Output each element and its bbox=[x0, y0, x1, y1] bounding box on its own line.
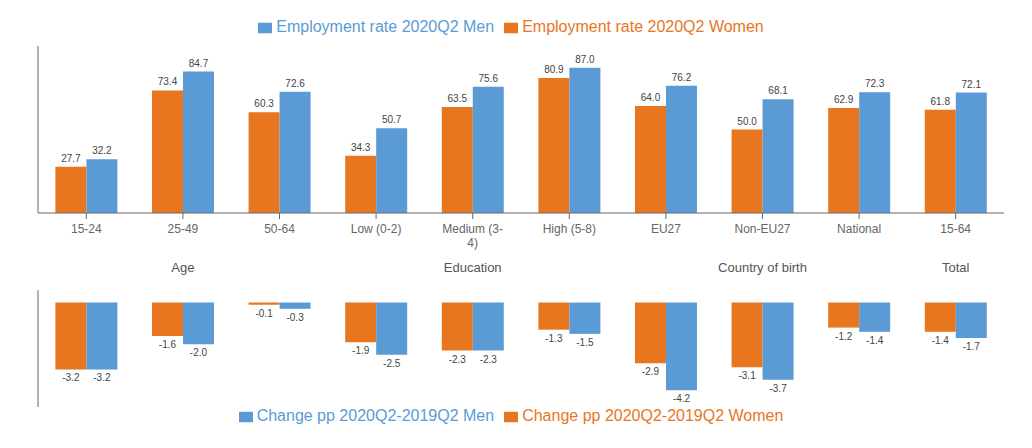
svg-text:27.7: 27.7 bbox=[61, 153, 81, 164]
svg-text:Low (0-2): Low (0-2) bbox=[351, 222, 402, 236]
svg-text:15-24: 15-24 bbox=[71, 222, 102, 236]
svg-text:34.3: 34.3 bbox=[351, 142, 371, 153]
svg-text:-4.2: -4.2 bbox=[673, 393, 691, 404]
svg-text:-1.4: -1.4 bbox=[866, 335, 884, 346]
svg-text:80.9: 80.9 bbox=[544, 64, 564, 75]
svg-text:15-64: 15-64 bbox=[940, 222, 971, 236]
svg-text:-1.7: -1.7 bbox=[963, 341, 981, 352]
svg-text:Non-EU27: Non-EU27 bbox=[734, 222, 790, 236]
svg-text:63.5: 63.5 bbox=[448, 93, 468, 104]
svg-text:72.1: 72.1 bbox=[962, 79, 982, 90]
svg-text:50.7: 50.7 bbox=[382, 114, 402, 125]
svg-text:61.8: 61.8 bbox=[931, 96, 951, 107]
svg-text:62.9: 62.9 bbox=[834, 94, 854, 105]
svg-text:National: National bbox=[837, 222, 881, 236]
html-text:Country of birth: Country of birth bbox=[718, 260, 807, 275]
svg-text:-2.0: -2.0 bbox=[190, 347, 208, 358]
svg-text:-1.2: -1.2 bbox=[835, 331, 853, 342]
svg-text:EU27: EU27 bbox=[651, 222, 681, 236]
html-text:Employment rate 2020Q2 Men: Employment rate 2020Q2 Men bbox=[276, 18, 495, 35]
svg-text:-1.5: -1.5 bbox=[576, 337, 594, 348]
svg-text:-1.4: -1.4 bbox=[932, 335, 950, 346]
svg-text:-1.9: -1.9 bbox=[352, 345, 370, 356]
svg-text:84.7: 84.7 bbox=[189, 58, 209, 69]
svg-text:-2.3: -2.3 bbox=[449, 354, 467, 365]
svg-text:60.3: 60.3 bbox=[254, 98, 274, 109]
svg-text:76.2: 76.2 bbox=[672, 72, 692, 83]
svg-text:Medium (3-4): Medium (3-4) bbox=[442, 222, 503, 250]
svg-text:87.0: 87.0 bbox=[575, 54, 595, 65]
svg-text:32.2: 32.2 bbox=[92, 145, 112, 156]
svg-text:-2.9: -2.9 bbox=[642, 366, 660, 377]
svg-text:-3.2: -3.2 bbox=[62, 372, 80, 383]
svg-text:68.1: 68.1 bbox=[768, 85, 788, 96]
svg-text:50.0: 50.0 bbox=[737, 116, 757, 127]
svg-text:75.6: 75.6 bbox=[479, 73, 499, 84]
svg-text:-1.3: -1.3 bbox=[545, 333, 563, 344]
html-text:Age: Age bbox=[171, 260, 195, 275]
svg-text:72.6: 72.6 bbox=[285, 78, 305, 89]
svg-text:72.3: 72.3 bbox=[865, 78, 885, 89]
svg-text:-2.3: -2.3 bbox=[480, 354, 498, 365]
svg-text:-3.7: -3.7 bbox=[769, 383, 787, 394]
svg-text:64.0: 64.0 bbox=[641, 92, 661, 103]
svg-text:-3.1: -3.1 bbox=[738, 370, 756, 381]
html-text:Employment rate 2020Q2 Women: Employment rate 2020Q2 Women bbox=[522, 18, 764, 35]
html-text:Change pp 2020Q2-2019Q2 Men: Change pp 2020Q2-2019Q2 Men bbox=[256, 407, 495, 424]
svg-text:-0.3: -0.3 bbox=[286, 312, 304, 323]
svg-text:73.4: 73.4 bbox=[158, 76, 178, 87]
svg-text:-1.6: -1.6 bbox=[159, 339, 177, 350]
html-text:Change pp 2020Q2-2019Q2 Women: Change pp 2020Q2-2019Q2 Women bbox=[522, 407, 784, 424]
svg-text:High (5-8): High (5-8) bbox=[543, 222, 596, 236]
html-text:Total: Total bbox=[942, 260, 970, 275]
svg-text:25-49: 25-49 bbox=[168, 222, 199, 236]
svg-text:-3.2: -3.2 bbox=[93, 372, 111, 383]
html-text:Education: Education bbox=[443, 260, 502, 275]
svg-text:50-64: 50-64 bbox=[264, 222, 295, 236]
svg-text:-2.5: -2.5 bbox=[383, 358, 401, 369]
svg-text:-0.1: -0.1 bbox=[255, 308, 273, 319]
